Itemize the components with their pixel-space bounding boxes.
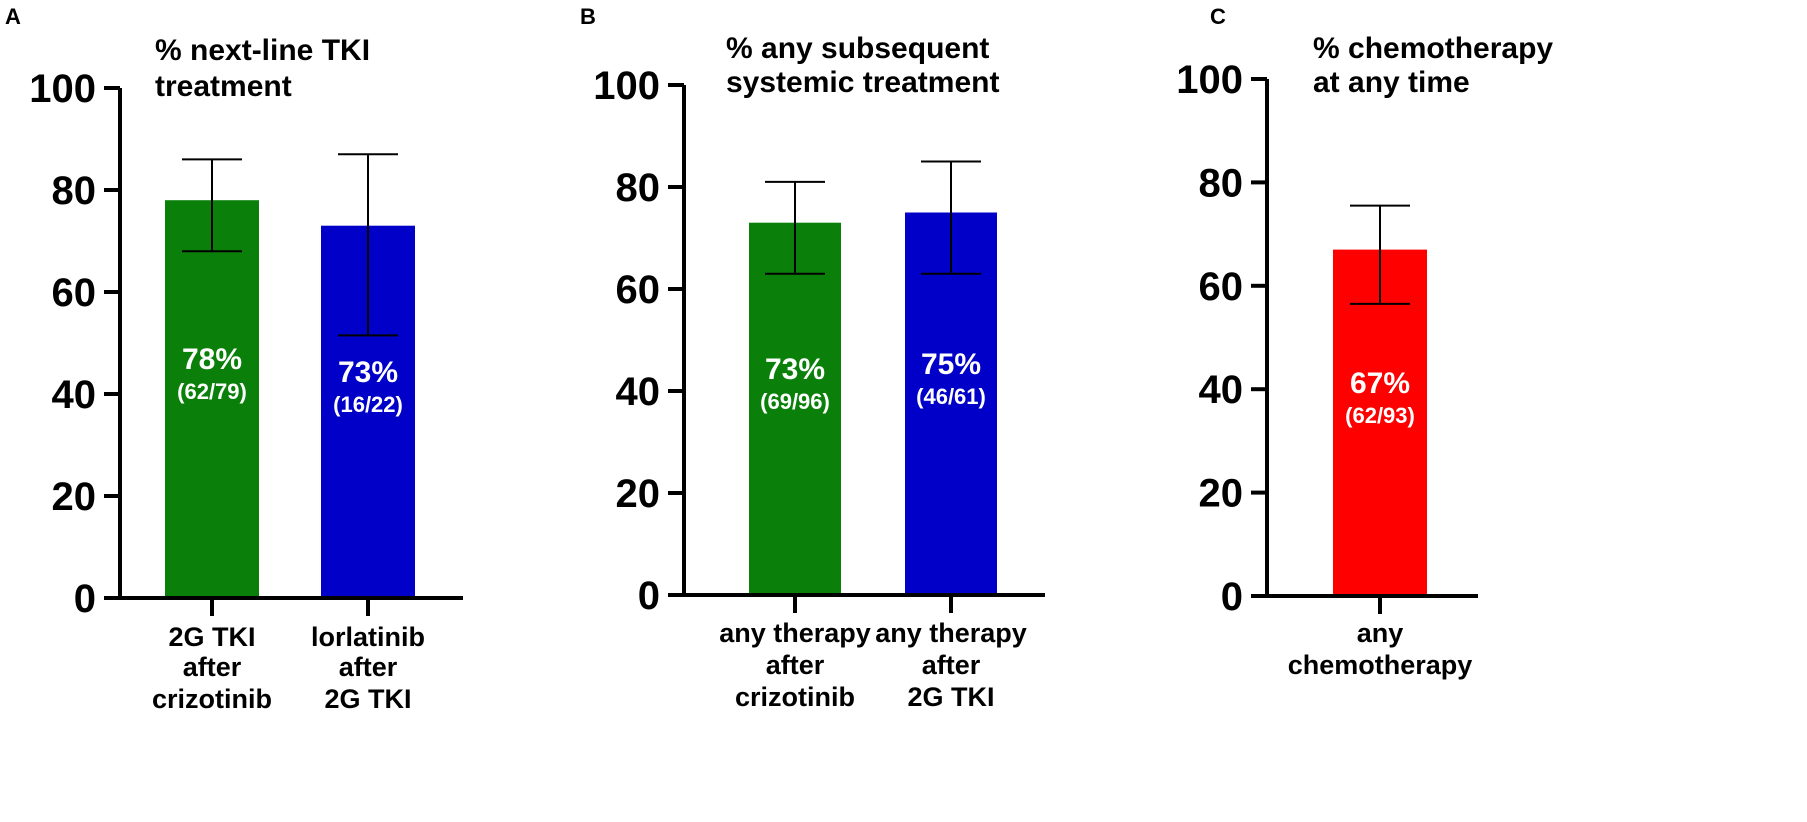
x-tick-label: after xyxy=(183,652,242,682)
x-tick-label: lorlatinib xyxy=(311,622,425,652)
x-tick-label: crizotinib xyxy=(152,684,272,714)
chart-title-line: systemic treatment xyxy=(726,66,999,99)
bar-percent-label: 73% xyxy=(765,353,825,386)
bar xyxy=(749,222,841,595)
y-tick-label: 80 xyxy=(52,169,97,213)
bar-count-label: (69/96) xyxy=(760,389,830,414)
x-tick-label: 2G TKI xyxy=(168,622,255,652)
y-tick-label: 80 xyxy=(616,166,661,210)
panel-letter: B xyxy=(580,4,596,29)
bar-count-label: (62/93) xyxy=(1345,403,1415,428)
y-tick-label: 60 xyxy=(616,268,661,312)
y-tick-label: 0 xyxy=(638,574,660,618)
panel-letter: C xyxy=(1210,4,1226,29)
x-tick-label: crizotinib xyxy=(735,682,855,712)
bar xyxy=(905,212,997,595)
chart-title-line: treatment xyxy=(155,70,292,103)
chart-title-line: at any time xyxy=(1313,66,1470,99)
y-tick-label: 60 xyxy=(52,271,97,315)
x-tick-label: after xyxy=(766,650,825,680)
y-tick-label: 20 xyxy=(1199,472,1244,516)
bar-percent-label: 75% xyxy=(921,348,981,381)
y-tick-label: 40 xyxy=(52,373,97,417)
panel-letter: A xyxy=(5,4,21,29)
x-tick-label: after xyxy=(339,652,398,682)
bar xyxy=(165,200,259,598)
y-tick-label: 100 xyxy=(1176,58,1243,102)
bar xyxy=(1333,249,1427,597)
bar-percent-label: 73% xyxy=(338,356,398,389)
chart-title-line: % chemotherapy xyxy=(1313,32,1553,65)
y-tick-label: 0 xyxy=(74,577,96,621)
y-tick-label: 40 xyxy=(1199,368,1244,412)
y-tick-label: 20 xyxy=(52,475,97,519)
y-tick-label: 20 xyxy=(616,472,661,516)
y-tick-label: 0 xyxy=(1221,575,1243,619)
x-tick-label: after xyxy=(922,650,981,680)
chart-title-line: % any subsequent xyxy=(726,32,989,65)
bar-count-label: (46/61) xyxy=(916,384,986,409)
x-tick-label: any therapy xyxy=(719,618,871,648)
y-tick-label: 100 xyxy=(593,64,660,108)
chart-title-line: % next-line TKI xyxy=(155,34,370,67)
x-tick-label: chemotherapy xyxy=(1288,650,1473,680)
bar-count-label: (16/22) xyxy=(333,392,403,417)
x-tick-label: 2G TKI xyxy=(324,684,411,714)
y-tick-label: 80 xyxy=(1199,161,1244,205)
y-tick-label: 100 xyxy=(29,67,96,111)
x-tick-label: any xyxy=(1357,618,1404,648)
y-tick-label: 40 xyxy=(616,370,661,414)
y-tick-label: 60 xyxy=(1199,265,1244,309)
bar-percent-label: 78% xyxy=(182,343,242,376)
bar-percent-label: 67% xyxy=(1350,367,1410,400)
bar-count-label: (62/79) xyxy=(177,379,247,404)
x-tick-label: 2G TKI xyxy=(907,682,994,712)
x-tick-label: any therapy xyxy=(875,618,1027,648)
